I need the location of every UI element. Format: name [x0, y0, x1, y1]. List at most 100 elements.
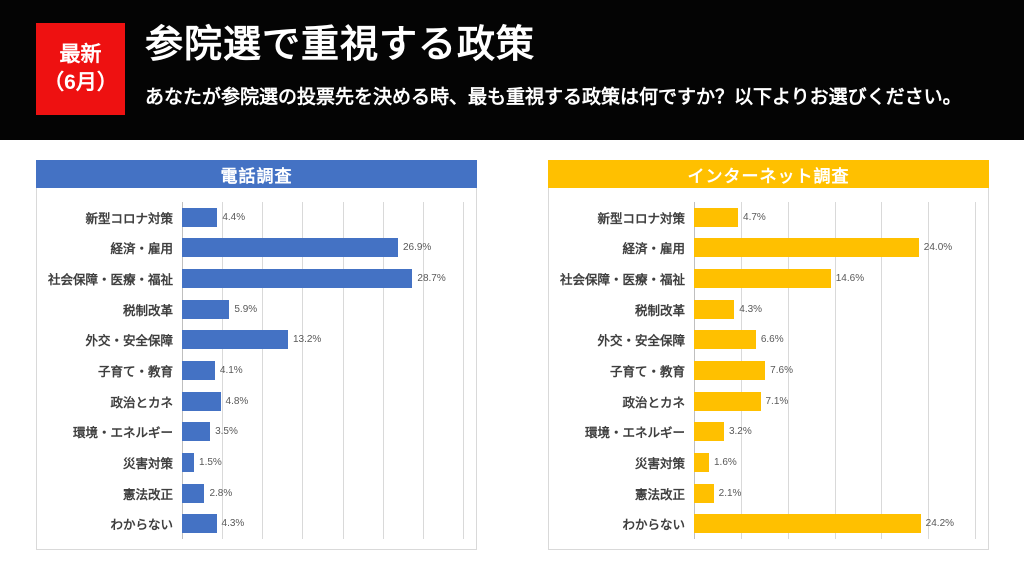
bar [182, 207, 218, 227]
category-label: 経済・雇用 [110, 242, 173, 257]
category-label: 政治とカネ [622, 395, 685, 410]
internet-survey-chart-title-bar: インターネット調査 [548, 160, 989, 188]
chart-row: 新型コロナ対策 4.7% [549, 202, 975, 233]
gridline [262, 202, 264, 539]
category-label: 税制改革 [634, 303, 685, 318]
bar-value-label: 6.6% [760, 334, 784, 346]
bar-track: 1.6% [694, 447, 975, 478]
gridline [222, 202, 224, 539]
page-header: 最新 （6月） 参院選で重視する政策 あなたが参院選の投票先を決める時、最も重視… [0, 0, 1024, 140]
bar-value-label: 28.7% [417, 273, 446, 285]
bar-value-label: 13.2% [292, 334, 322, 346]
bar [182, 269, 413, 289]
gridline [422, 202, 424, 539]
bar [694, 514, 921, 534]
bar-track: 4.7% [694, 202, 975, 233]
category-label: 環境・エネルギー [584, 426, 685, 441]
category-label: 新型コロナ対策 [85, 211, 173, 226]
bar [182, 514, 217, 534]
gridline [342, 202, 344, 539]
badge-line-2: （6月） [43, 71, 118, 94]
gridline [834, 202, 836, 539]
bar-track: 24.0% [694, 233, 975, 264]
bar-value-label: 24.0% [923, 242, 953, 254]
bar [182, 299, 230, 319]
chart-row: 社会保障・医療・福祉 14.6% [549, 263, 975, 294]
bar-value-label: 1.5% [199, 456, 222, 468]
bar-rows: 新型コロナ対策 4.7% 経済・雇用 24.0% 社会保障・医療・福祉 14.6% 税制改革… [549, 202, 975, 539]
bar-value-label: 14.6% [835, 273, 865, 285]
bar-value-label: 3.5% [215, 426, 238, 438]
bar [182, 452, 195, 472]
bar [182, 330, 288, 350]
bar [694, 422, 724, 442]
category-label: わからない [110, 518, 173, 533]
chart-row: 子育て・教育 4.1% [37, 355, 463, 386]
bar [694, 330, 756, 350]
bar-track: 26.9% [182, 233, 463, 264]
bar [694, 391, 761, 411]
category-label: 子育て・教育 [609, 365, 685, 380]
category-label: 外交・安全保障 [597, 334, 685, 349]
latest-badge: 最新 （6月） [36, 23, 125, 115]
category-label: 環境・エネルギー [72, 426, 173, 441]
bar-track: 28.7% [182, 263, 463, 294]
chart-row: 外交・安全保障 6.6% [549, 325, 975, 356]
category-label: 憲法改正 [634, 487, 685, 502]
bar-track: 7.6% [694, 355, 975, 386]
chart-row: 経済・雇用 26.9% [37, 233, 463, 264]
gridline [787, 202, 789, 539]
category-label: 子育て・教育 [97, 365, 173, 380]
bar [182, 483, 205, 503]
chart-row: 環境・エネルギー 3.2% [549, 416, 975, 447]
bar-track: 4.8% [182, 386, 463, 417]
category-label: 外交・安全保障 [85, 334, 173, 349]
category-label: 新型コロナ対策 [597, 211, 685, 226]
bar-track: 4.3% [694, 294, 975, 325]
bar-value-label: 4.3% [739, 303, 763, 315]
bar-track: 1.5% [182, 447, 463, 478]
category-label: 憲法改正 [122, 487, 173, 502]
bar-value-label: 26.9% [402, 242, 432, 254]
phone-survey-plot-area: 新型コロナ対策 4.4% 経済・雇用 26.9% 社会保障・医療・福祉 28.7% 税制改革… [36, 188, 477, 550]
chart-row: 社会保障・医療・福祉 28.7% [37, 263, 463, 294]
bar-value-label: 7.6% [770, 365, 793, 377]
internet-survey-chart: インターネット調査 新型コロナ対策 4.7% 経済・雇用 24.0% 社会保障・医療・福… [548, 160, 989, 550]
bar [694, 483, 714, 503]
bar-track: 6.6% [694, 325, 975, 356]
gridline [463, 202, 464, 539]
bar [694, 269, 831, 289]
category-label: 社会保障・医療・福祉 [559, 273, 685, 288]
bar-value-label: 2.8% [209, 487, 233, 499]
bar-track: 3.5% [182, 416, 463, 447]
chart-row: 政治とカネ 4.8% [37, 386, 463, 417]
bar-value-label: 4.3% [221, 518, 245, 530]
gridline [302, 202, 304, 539]
bar-value-label: 7.1% [765, 395, 789, 407]
chart-row: 災害対策 1.5% [37, 447, 463, 478]
bar-value-label: 24.2% [925, 518, 955, 530]
bar-value-label: 2.1% [718, 487, 742, 499]
gridline [975, 202, 976, 539]
internet-survey-chart-title: インターネット調査 [687, 166, 850, 186]
chart-row: 経済・雇用 24.0% [549, 233, 975, 264]
category-label: 経済・雇用 [622, 242, 685, 257]
chart-row: わからない 24.2% [549, 508, 975, 539]
bar-value-label: 3.2% [728, 426, 752, 438]
bar-track: 7.1% [694, 386, 975, 417]
category-label: 災害対策 [634, 456, 685, 471]
category-label: 税制改革 [122, 303, 173, 318]
bar-value-label: 4.8% [225, 395, 249, 407]
chart-row: 災害対策 1.6% [549, 447, 975, 478]
phone-survey-chart-title: 電話調査 [220, 166, 293, 186]
bar [182, 422, 211, 442]
bar-track: 14.6% [694, 263, 975, 294]
badge-line-1: 最新 [59, 42, 102, 66]
page-title: 参院選で重視する政策 [145, 24, 536, 66]
bar-track: 4.3% [182, 508, 463, 539]
chart-row: 憲法改正 2.1% [549, 478, 975, 509]
bar-track: 2.8% [182, 478, 463, 509]
internet-survey-plot-area: 新型コロナ対策 4.7% 経済・雇用 24.0% 社会保障・医療・福祉 14.6% 税制改革… [548, 188, 989, 550]
page-subtitle: あなたが参院選の投票先を決める時、最も重視する政策は何ですか？以下よりお選びくだ… [145, 87, 962, 108]
